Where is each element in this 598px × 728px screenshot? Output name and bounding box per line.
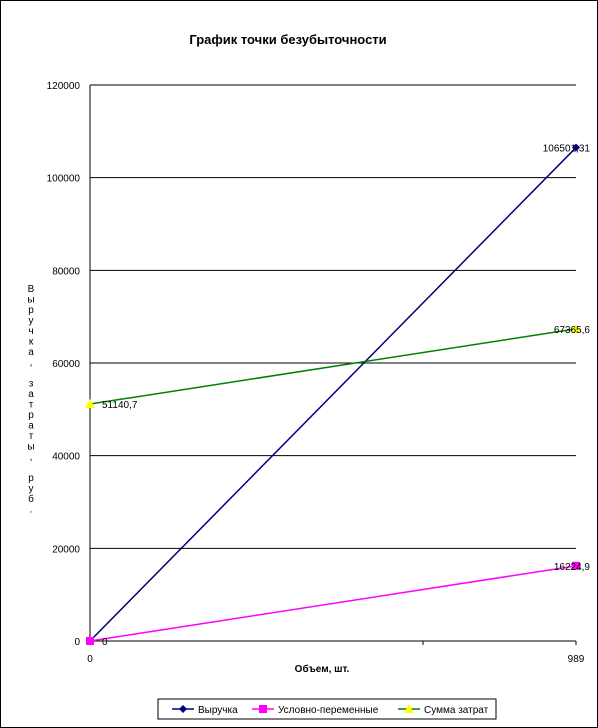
y-axis-label-char: к xyxy=(29,337,34,348)
legend-marker xyxy=(179,705,187,713)
y-axis-label-char: з xyxy=(29,379,34,390)
y-axis-label-char: р xyxy=(28,410,34,421)
legend-label: Выручка xyxy=(198,705,238,716)
y-axis-label-char: а xyxy=(28,389,34,400)
y-axis-label-char: р xyxy=(28,305,34,316)
y-axis-label-char: р xyxy=(28,473,34,484)
data-labels: 0 106501,31 16224,9 51140,7 67365,6 xyxy=(102,144,590,648)
legend: Выручка Условно-переменные Сумма затрат xyxy=(157,698,497,720)
y-axis-label-char: , xyxy=(30,358,33,369)
legend-label: Сумма затрат xyxy=(424,705,489,716)
x-tick-label: 989 xyxy=(568,654,585,665)
y-tick-label: 40000 xyxy=(52,452,80,463)
data-label: 51140,7 xyxy=(102,400,138,411)
series-line xyxy=(89,328,577,405)
data-label: 106501,31 xyxy=(543,144,591,155)
axes xyxy=(89,85,576,642)
y-tick-label: 100000 xyxy=(47,174,81,185)
y-axis-label-char: а xyxy=(28,347,34,358)
series-marker xyxy=(86,637,94,645)
y-axis-label-char: а xyxy=(28,421,34,432)
y-axis-label-char: у xyxy=(29,484,34,495)
y-tick-label: 80000 xyxy=(52,266,80,277)
chart-title: График точки безубыточности xyxy=(189,32,386,47)
y-axis-label-char: т xyxy=(29,431,34,442)
x-tick-label: 0 xyxy=(87,654,93,665)
data-label: 0 xyxy=(102,637,108,648)
y-axis-label-char: В xyxy=(28,284,35,295)
y-axis-label-char: у xyxy=(29,316,34,327)
data-label: 67365,6 xyxy=(554,325,591,336)
series-line xyxy=(89,565,577,642)
y-axis-label-char: ы xyxy=(27,295,34,306)
series-line xyxy=(89,147,577,642)
y-axis-label-char: . xyxy=(30,505,33,516)
series-marker xyxy=(572,561,580,570)
legend-label: Условно-переменные xyxy=(278,705,379,716)
series-marker xyxy=(571,323,581,333)
y-tick-label: 0 xyxy=(74,637,80,648)
legend-marker xyxy=(404,704,414,713)
series-markers xyxy=(85,143,581,645)
legend-marker xyxy=(259,705,267,713)
series-marker xyxy=(572,143,580,152)
y-tick-label: 20000 xyxy=(52,544,80,555)
y-tick-label: 120000 xyxy=(47,81,81,92)
x-axis-label: Объем, шт. xyxy=(295,663,350,675)
series-marker xyxy=(85,399,95,409)
y-axis-label-char: т xyxy=(29,400,34,411)
y-tick-label: 60000 xyxy=(52,359,80,370)
y-axis-label-char: б xyxy=(28,493,34,505)
x-tick-labels: 0 989 xyxy=(87,641,585,665)
grid-lines xyxy=(90,84,576,549)
y-axis-label-char: ы xyxy=(27,442,34,453)
y-axis-label-char: ч xyxy=(28,326,33,337)
legend-box xyxy=(157,698,497,720)
data-label: 16224,9 xyxy=(554,562,591,573)
y-axis-label-char: , xyxy=(30,452,33,463)
y-tick-labels: 0 20000 40000 60000 80000 100000 120000 xyxy=(47,81,81,648)
series-lines xyxy=(89,147,577,642)
